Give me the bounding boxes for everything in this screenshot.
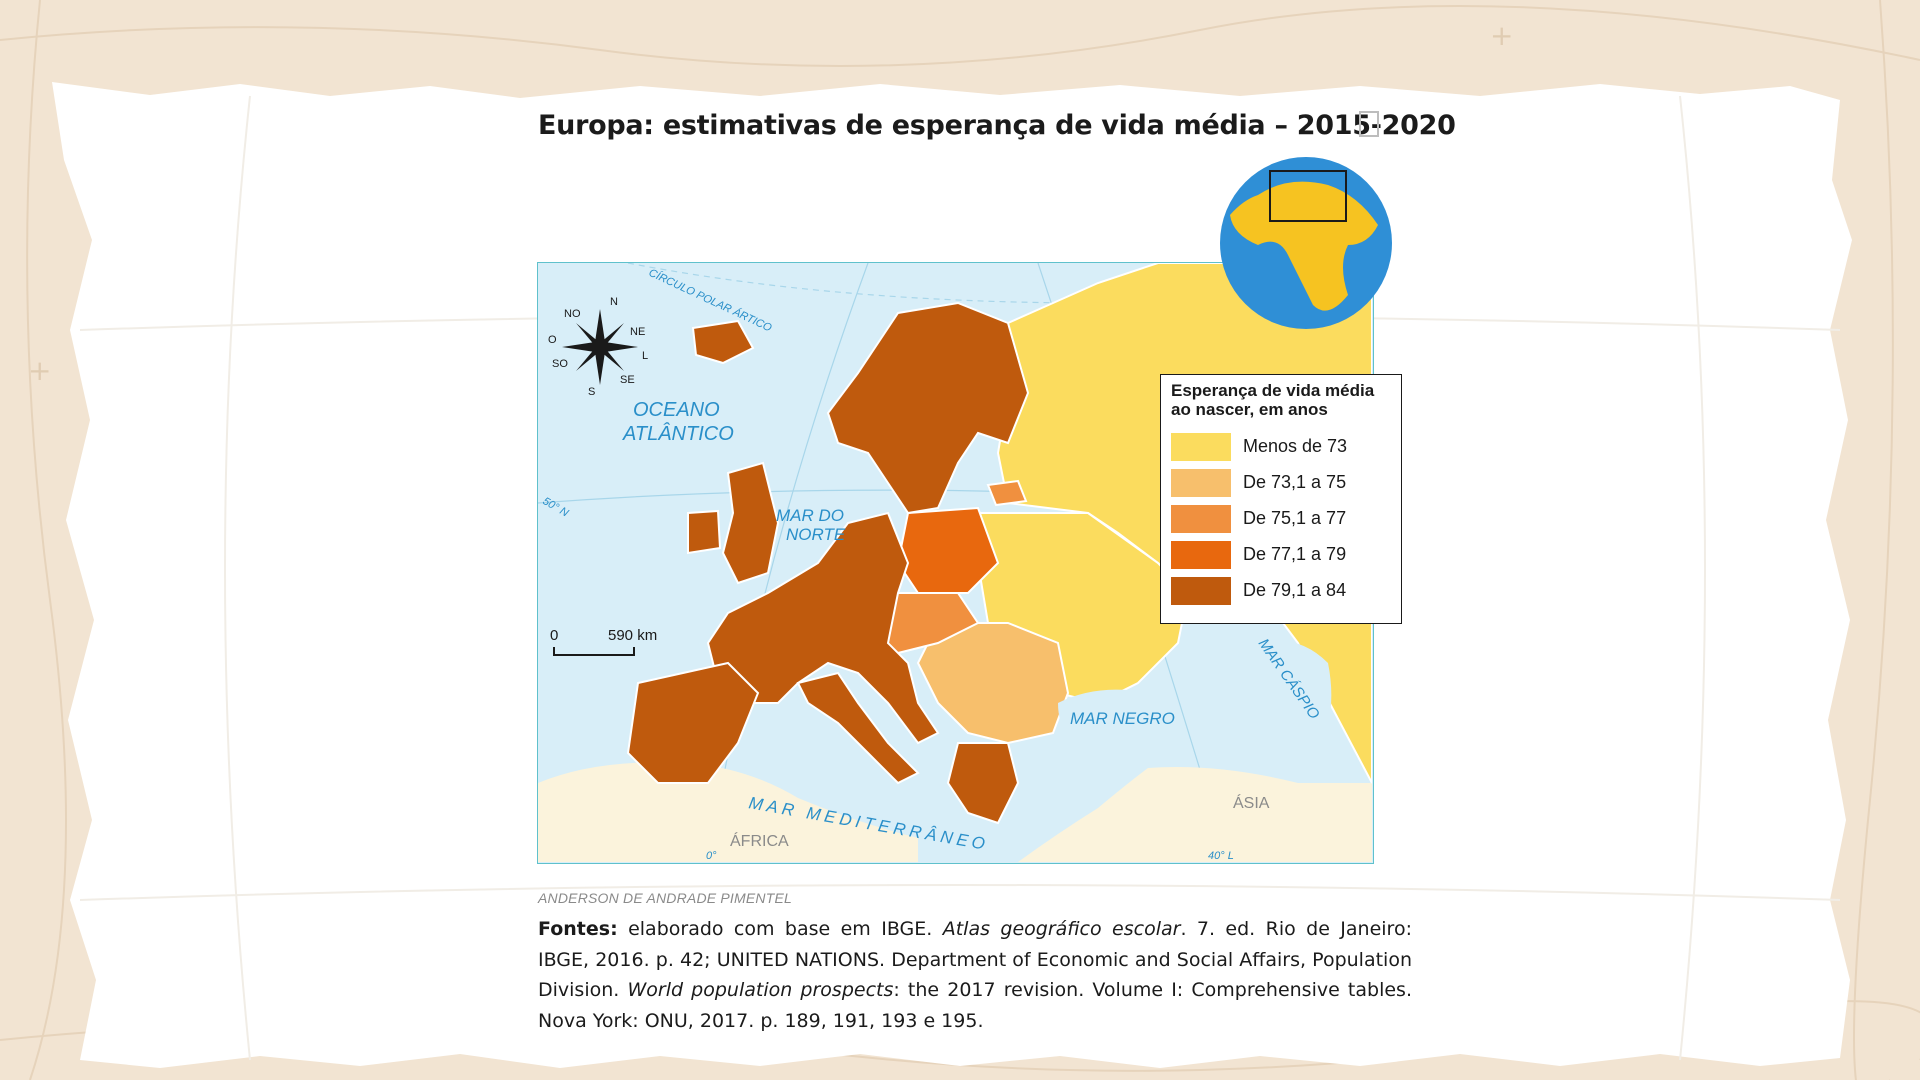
compass-l: L: [642, 350, 648, 362]
region-estonia: [986, 479, 1028, 507]
legend-title-line1: Esperança de vida média: [1171, 381, 1375, 400]
label-oceano: OCEANO: [633, 399, 720, 421]
legend-swatch: [1171, 577, 1231, 605]
legend-item: Menos de 73: [1171, 431, 1399, 461]
label-lon-40: 40° L: [1208, 850, 1234, 862]
legend-swatch: [1171, 469, 1231, 497]
compass-rose: N NE L SE S SO O NO: [548, 296, 648, 398]
region-light-orange: [916, 622, 1070, 745]
map-title: Europa: estimativas de esperança de vida…: [538, 110, 1456, 141]
legend-item: De 77,1 a 79: [1171, 539, 1399, 569]
region-iberia: [626, 661, 760, 784]
compass-ne: NE: [630, 326, 645, 338]
legend-title: Esperança de vida média ao nascer, em an…: [1171, 381, 1401, 419]
compass-no: NO: [564, 308, 581, 320]
label-asia: ÁSIA: [1233, 793, 1270, 812]
legend-label: De 73,1 a 75: [1243, 472, 1347, 492]
compass-se: SE: [620, 374, 635, 386]
sources-text: Fontes: elaborado com base em IBGE. Atla…: [538, 914, 1412, 1036]
sources-part1: elaborado com base em IBGE.: [617, 918, 943, 940]
legend-item: De 75,1 a 77: [1171, 503, 1399, 533]
legend-swatch: [1171, 505, 1231, 533]
caspian-sea: [1258, 640, 1332, 755]
region-greece: [946, 742, 1020, 825]
scale-zero: 0: [550, 627, 558, 644]
map-credit: ANDERSON DE ANDRADE PIMENTEL: [538, 890, 793, 906]
scale-distance: 590 km: [608, 627, 657, 644]
compass-o: O: [548, 334, 557, 346]
africa-land: [538, 762, 918, 862]
sources-part2: . 7. ed. Rio de Janeiro: IBGE, 2016. p. …: [538, 918, 1412, 1001]
label-atlantico: ATLÂNTICO: [622, 422, 734, 445]
compass-s: S: [588, 386, 595, 398]
map-frame: OCEANO ATLÂNTICO MAR DO NORTE MAR NEGRO …: [537, 262, 1374, 864]
compass-n: N: [610, 296, 618, 308]
legend-label: De 79,1 a 84: [1243, 580, 1347, 600]
label-lon-0: 0°: [706, 850, 717, 862]
sources-italic1: Atlas geográfico escolar: [942, 918, 1181, 940]
label-norte: NORTE: [786, 525, 846, 544]
legend-label: De 75,1 a 77: [1243, 508, 1347, 528]
legend-label: Menos de 73: [1243, 436, 1348, 456]
scale-bar: 0 590 km: [550, 627, 657, 656]
legend-swatch: [1171, 541, 1231, 569]
globe-locator: [1220, 157, 1392, 329]
sources-part3: : the 2017 revision. Volume I: Comprehen…: [538, 979, 1412, 1032]
bookmark-icon[interactable]: [1358, 110, 1380, 138]
asia-land: [1018, 767, 1372, 862]
sources-label: Fontes:: [538, 918, 618, 940]
compass-so: SO: [552, 358, 568, 370]
region-britain: [721, 461, 780, 585]
region-iceland: [691, 319, 755, 365]
legend-item: De 79,1 a 84: [1171, 575, 1399, 605]
black-sea: [1058, 689, 1180, 757]
legend-title-line2: ao nascer, em anos: [1171, 400, 1328, 419]
region-ireland: [687, 509, 722, 555]
region-scandinavia: [826, 301, 1030, 515]
map-legend: Esperança de vida média ao nascer, em an…: [1160, 374, 1402, 624]
legend-item: De 73,1 a 75: [1171, 467, 1399, 497]
sources-italic2: World population prospects: [627, 979, 894, 1001]
legend-swatch: [1171, 433, 1231, 461]
legend-label: De 77,1 a 79: [1243, 544, 1347, 564]
label-mar-negro: MAR NEGRO: [1070, 709, 1175, 728]
svg-text:+: +: [1490, 19, 1513, 52]
svg-text:+: +: [28, 354, 51, 387]
region-italy: [796, 671, 920, 785]
label-mar-do: MAR DO: [776, 506, 844, 525]
label-africa: ÁFRICA: [730, 831, 789, 850]
